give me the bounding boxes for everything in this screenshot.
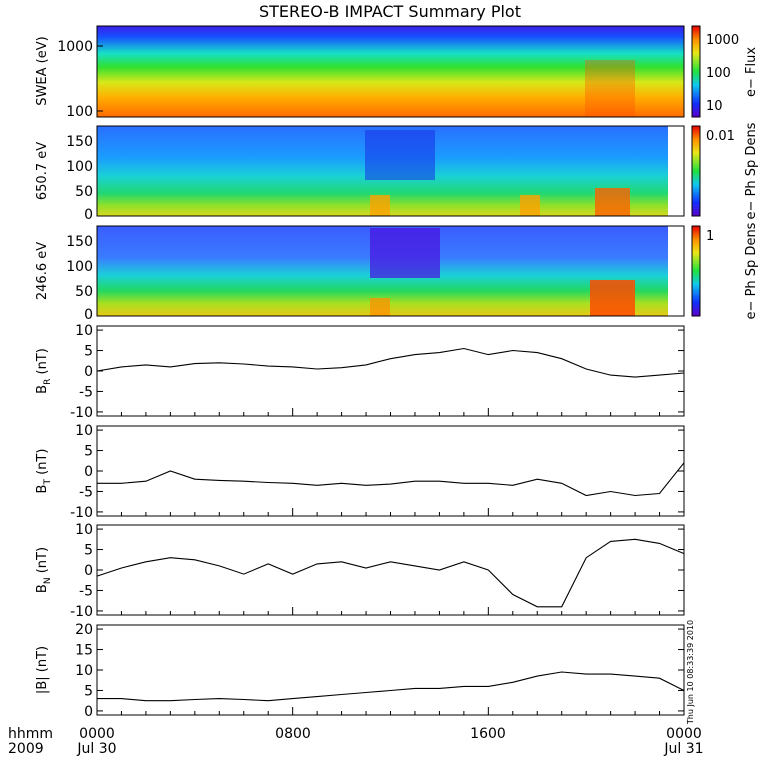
bn-ylabel-main: B	[35, 584, 50, 593]
br-ytick-label-2: 0	[84, 364, 93, 380]
pad246-low-activity-patch	[370, 228, 440, 278]
swea-enhancement	[585, 60, 635, 117]
br-ytick-label-1: 5	[84, 344, 93, 360]
pad650-colorbar	[691, 125, 701, 217]
bn-frame	[96, 524, 685, 616]
bmag-ytick-label-0: 20	[75, 622, 93, 638]
br-ylabel-unit: (nT)	[35, 348, 50, 378]
br-series-line	[96, 347, 685, 378]
pad650-low-activity-patch	[365, 130, 435, 180]
xtick-0000-start: 0000	[79, 726, 115, 742]
bn-ylabel-unit: (nT)	[35, 547, 50, 577]
pad650-panel: 150 100 50 0 650.7 eV 0.01 e− Ph Sp Dens	[35, 122, 759, 223]
bmag-series-line	[97, 671, 685, 702]
bn-ytick-label-2: 0	[84, 563, 93, 579]
pad246-ytick-0: 0	[84, 307, 93, 323]
xtick-0800: 0800	[275, 726, 311, 742]
bn-ytick-label-4: -10	[70, 604, 93, 620]
pad650-ytick-50: 50	[75, 184, 93, 200]
bmag-panel: 20 15 10 5 0 |B| (nT)	[35, 622, 685, 720]
bt-series-line	[97, 462, 685, 497]
pad246-ytick-150: 150	[66, 234, 93, 250]
bn-ytick-label-3: -5	[79, 583, 93, 599]
swea-ytick-1000: 1000	[57, 39, 93, 55]
bn-ytick-label-1: 5	[84, 543, 93, 559]
bt-ytick-label-2: 0	[84, 464, 93, 480]
bt-ytick-label-3: -5	[79, 484, 93, 500]
pad650-gap	[668, 126, 684, 216]
swea-cbar-label: e− Flux	[744, 47, 759, 97]
pad650-cbar-label: e− Ph Sp Dens	[744, 122, 759, 219]
bt-ytick-label-0: 10	[75, 423, 93, 439]
bmag-ylabel: |B| (nT)	[35, 646, 50, 694]
pad246-cbar-label: e− Ph Sp Dens	[744, 222, 759, 319]
pad246-enhancement-2	[590, 280, 635, 316]
footer-hhmm-label: hhmm	[8, 726, 53, 742]
xtick-0000-end: 0000	[666, 726, 702, 742]
pad246-cbar-tick: 1	[706, 229, 714, 244]
bt-ylabel-unit: (nT)	[35, 449, 50, 479]
pad650-enhancement-1	[370, 195, 390, 216]
pad650-ytick-100: 100	[66, 159, 93, 175]
bt-frame	[96, 425, 685, 517]
plot-timestamp: Thu Jun 10 08:33:39 2010	[686, 620, 695, 725]
bmag-ytick-label-2: 10	[75, 663, 93, 679]
pad650-enhancement-3	[595, 188, 630, 216]
swea-colorbar	[691, 25, 701, 118]
bt-ylabel-main: B	[35, 485, 50, 494]
bt-ytick-label-1: 5	[84, 444, 93, 460]
bn-ylabel: BN (nT)	[35, 547, 53, 593]
pad246-panel: 150 100 50 0 246.6 eV 1 e− Ph Sp Dens	[35, 222, 759, 323]
pad246-ylabel: 246.6 eV	[35, 242, 50, 300]
bt-ylabel: BT (nT)	[35, 449, 53, 494]
swea-spectrogram	[97, 26, 684, 117]
br-ylabel-main: B	[35, 385, 50, 394]
pad650-frame	[96, 125, 685, 217]
bmag-frame	[96, 624, 685, 716]
pad650-ytick-0: 0	[84, 207, 93, 223]
bmag-ytick-label-1: 15	[75, 643, 93, 659]
swea-cbar-tick-1000: 1000	[706, 33, 739, 48]
swea-ylabel: SWEA (eV)	[35, 36, 50, 105]
pad246-ytick-100: 100	[66, 259, 93, 275]
bn-ytick-label-0: 10	[75, 522, 93, 538]
swea-ytick-100: 100	[66, 104, 93, 120]
footer-year-label: 2009	[8, 741, 44, 757]
pad246-gap	[668, 226, 684, 316]
bn-ylabel-sub: N	[43, 577, 53, 584]
pad246-frame	[96, 225, 685, 317]
br-ytick-label-4: -10	[70, 405, 93, 421]
bn-series-line	[96, 538, 685, 608]
pad650-enhancement-2	[520, 195, 540, 216]
pad650-cbar-tick: 0.01	[706, 129, 735, 144]
swea-cbar-tick-10: 10	[706, 99, 723, 114]
br-ylabel-sub: R	[43, 379, 53, 385]
date-tick-jul31: Jul 31	[663, 741, 703, 757]
bt-ytick-label-4: -10	[70, 505, 93, 521]
swea-panel: 1000 100 SWEA (eV) 1000 100 10 e− Flux	[35, 25, 759, 120]
date-tick-jul30: Jul 30	[76, 741, 116, 757]
pad246-colorbar	[691, 225, 701, 317]
xtick-1600: 1600	[470, 726, 506, 742]
pad650-ytick-150: 150	[66, 134, 93, 150]
bt-ylabel-sub: T	[43, 479, 53, 486]
br-ytick-label-3: -5	[79, 384, 93, 400]
bmag-ytick-label-3: 5	[84, 683, 93, 699]
pad650-ylabel: 650.7 eV	[35, 142, 50, 200]
br-panel: 10 5 0 -5 -10 BR (nT)	[35, 323, 685, 421]
br-ytick-label-0: 10	[75, 323, 93, 339]
bn-panel: 10 5 0 -5 -10 BN (nT)	[35, 522, 685, 620]
swea-frame	[96, 25, 685, 118]
bt-panel: 10 5 0 -5 -10 BT (nT)	[35, 423, 685, 521]
bmag-ytick-label-4: 0	[84, 704, 93, 720]
swea-cbar-tick-100: 100	[706, 66, 731, 81]
pad246-ytick-50: 50	[75, 284, 93, 300]
br-ylabel: BR (nT)	[35, 348, 53, 394]
pad246-enhancement-1	[370, 298, 390, 316]
figure-title: STEREO-B IMPACT Summary Plot	[259, 2, 521, 21]
